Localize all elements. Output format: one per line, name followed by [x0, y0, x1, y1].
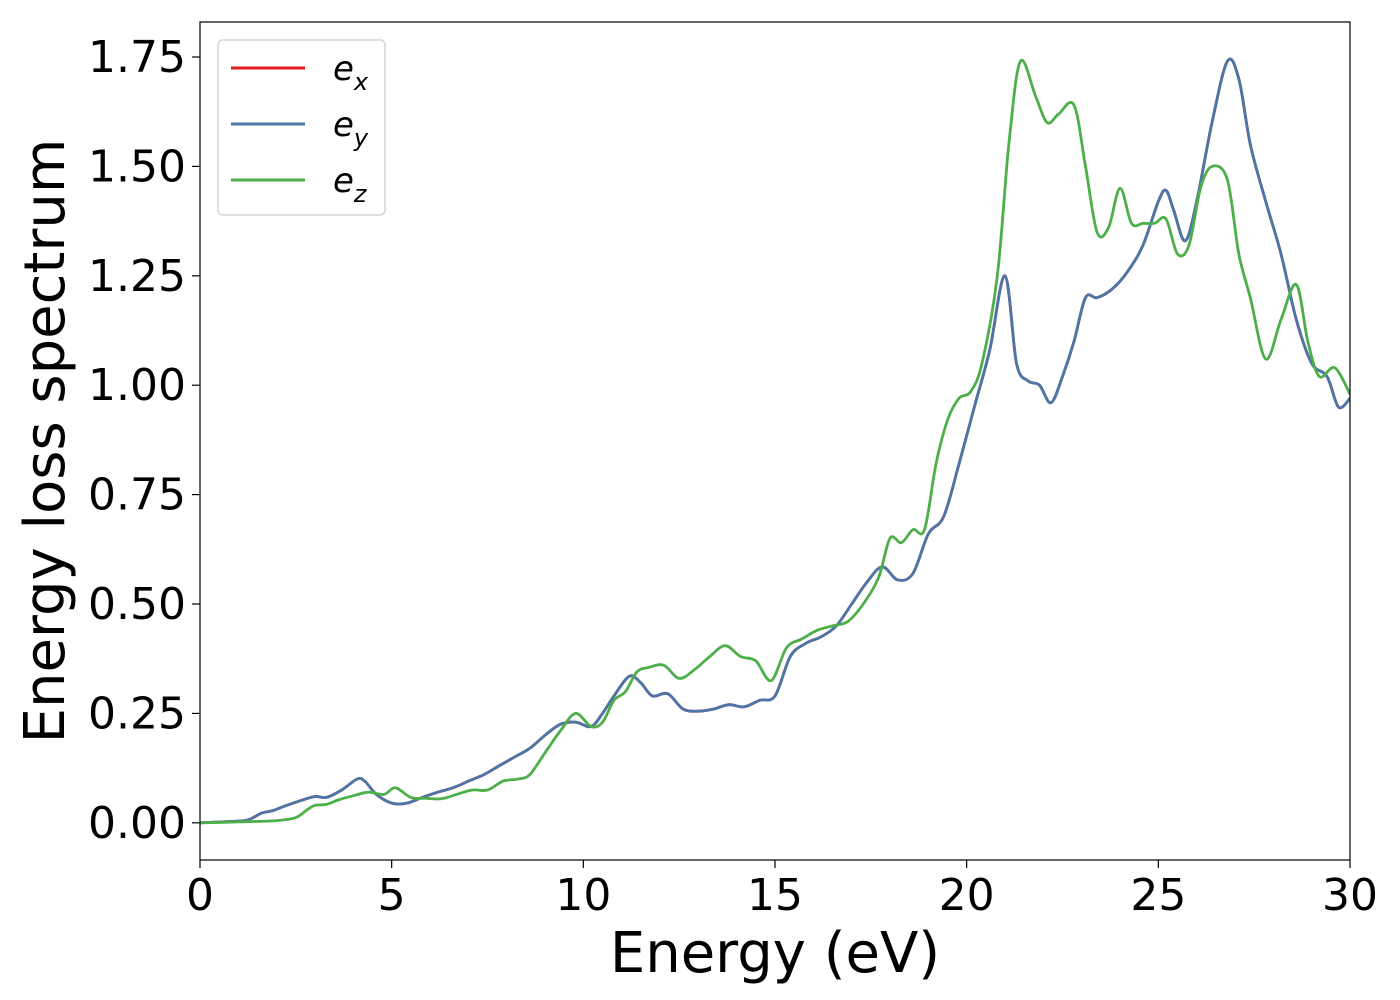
y-tick-label: 1.50 — [88, 141, 186, 192]
legend-box — [217, 39, 386, 216]
y-tick-label: 0.75 — [88, 470, 186, 521]
series-line-y — [200, 57, 1350, 825]
y-tick-label: 0.50 — [88, 579, 186, 630]
legend: ex ey ez — [217, 39, 386, 216]
y-tick-label: 0.00 — [88, 798, 186, 849]
x-tick-label: 10 — [555, 870, 611, 921]
x-tick-label: 15 — [747, 870, 803, 921]
y-tick-label: 1.25 — [88, 251, 186, 302]
x-tick-label: 30 — [1322, 870, 1378, 921]
legend-label-x: ex — [333, 49, 369, 96]
y-tick-label: 1.00 — [88, 360, 186, 411]
x-tick-label: 0 — [186, 870, 214, 921]
y-tick-label: 0.25 — [88, 688, 186, 739]
y-axis-title: Energy loss spectrum — [13, 139, 78, 744]
x-tick-label: 5 — [378, 870, 406, 921]
y-tick-label: 1.75 — [88, 32, 186, 83]
legend-label-z: ez — [333, 161, 368, 208]
x-tick-label: 25 — [1130, 870, 1186, 921]
x-axis-ticks: 0 5 10 15 20 25 30 — [186, 860, 1378, 921]
x-tick-label: 20 — [939, 870, 995, 921]
series-line-z — [200, 58, 1350, 825]
legend-label-y: ey — [333, 105, 369, 152]
y-axis-ticks: 0.00 0.25 0.50 0.75 1.00 1.25 1.50 1.75 — [88, 32, 200, 849]
x-axis-title: Energy (eV) — [610, 921, 940, 986]
series-layer — [200, 57, 1350, 825]
